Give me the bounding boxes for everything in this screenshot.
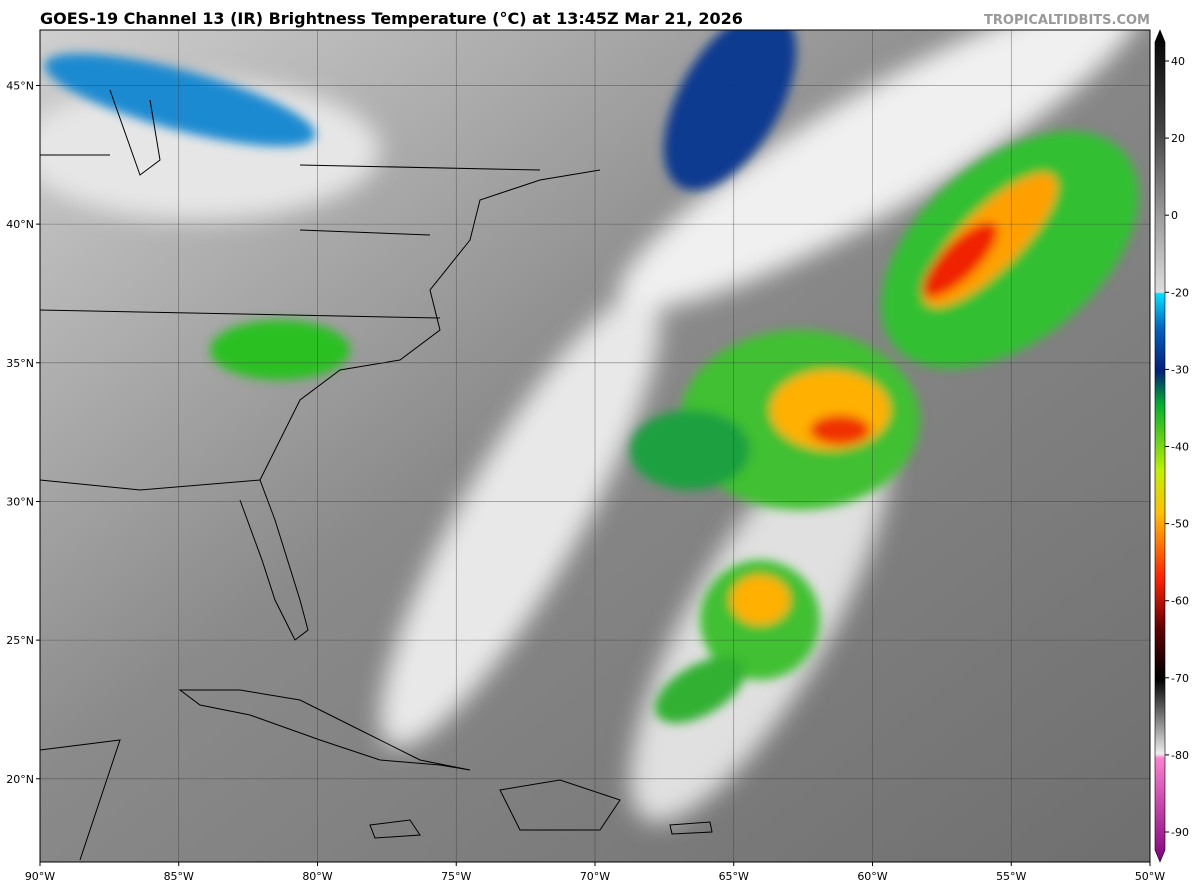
colorbar-ticks: 40 20 0 -20 -30 -40 -50 -60 -70 -80 -90 [1165, 55, 1189, 839]
lon-label: 75°W [441, 870, 471, 883]
lat-label: 45°N [6, 79, 34, 92]
colorbar-label: -90 [1171, 826, 1189, 839]
watermark: TROPICALTIDBITS.COM [984, 13, 1150, 28]
lon-label: 70°W [580, 870, 610, 883]
colorbar-label: -20 [1171, 286, 1189, 299]
colorbar-label: -80 [1171, 749, 1189, 762]
colorbar-label: 40 [1171, 55, 1185, 68]
colorbar-label: 20 [1171, 132, 1185, 145]
colorbar-label: -60 [1171, 595, 1189, 608]
lon-label: 50°W [1135, 870, 1165, 883]
lon-label: 85°W [164, 870, 194, 883]
lon-label: 90°W [25, 870, 55, 883]
lon-label: 60°W [857, 870, 887, 883]
lat-label: 30°N [6, 495, 34, 508]
lat-label: 40°N [6, 218, 34, 231]
lat-label: 35°N [6, 357, 34, 370]
coastlines [40, 89, 713, 861]
lon-label: 55°W [996, 870, 1026, 883]
colorbar-label: -70 [1171, 672, 1189, 685]
lon-label: 65°W [719, 870, 749, 883]
title: GOES-19 Channel 13 (IR) Brightness Tempe… [40, 9, 743, 28]
colorbar-label: -40 [1171, 441, 1189, 454]
lat-label: 25°N [6, 634, 34, 647]
colorbar-label: 0 [1171, 209, 1178, 222]
colorbar-label: -30 [1171, 363, 1189, 376]
colorbar [1154, 29, 1166, 863]
imagery [40, 30, 1150, 862]
map-frame [39, 29, 1151, 863]
lon-label: 80°W [302, 870, 332, 883]
colorbar-label: -50 [1171, 518, 1189, 531]
lat-label: 20°N [6, 773, 34, 786]
